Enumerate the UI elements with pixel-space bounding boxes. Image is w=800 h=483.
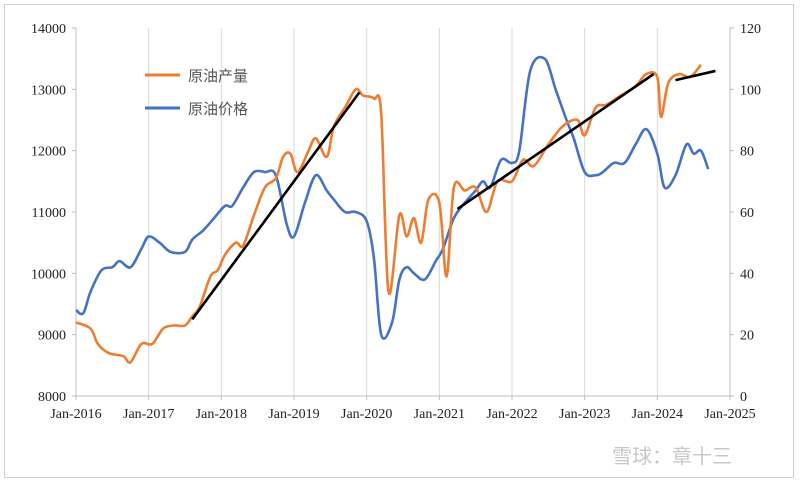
- x-tick-label: Jan-2020: [341, 407, 392, 422]
- y-right-tick-label: 80: [740, 145, 754, 160]
- trend-line: [456, 72, 655, 211]
- series-lines: [75, 55, 716, 364]
- y-left-tick-label: 9000: [38, 329, 66, 344]
- legend-label: 原油价格: [188, 100, 248, 118]
- y-left-tick-label: 13000: [31, 83, 66, 98]
- y-right-tick-label: 40: [740, 267, 754, 282]
- watermark: 雪球：章十三: [612, 444, 732, 468]
- y-left-tick-label: 14000: [31, 22, 66, 37]
- y-right-tick-label: 20: [740, 329, 754, 344]
- legend-label: 原油产量: [188, 67, 248, 85]
- y-left-tick-label: 11000: [32, 206, 66, 221]
- y-right-tick-label: 120: [740, 22, 761, 37]
- x-tick-label: Jan-2021: [414, 407, 465, 422]
- x-tick-label: Jan-2025: [704, 407, 755, 422]
- y-right-tick-label: 100: [740, 83, 761, 98]
- axes: [72, 27, 734, 400]
- x-tick-label: Jan-2023: [559, 407, 610, 422]
- x-tick-label: Jan-2016: [50, 407, 101, 422]
- y-right-tick-label: 0: [740, 390, 747, 405]
- x-tick-label: Jan-2017: [123, 407, 174, 422]
- x-tick-label: Jan-2022: [486, 407, 537, 422]
- series-line-production: [75, 63, 702, 364]
- trend-line: [191, 91, 361, 321]
- x-tick-label: Jan-2019: [268, 407, 319, 422]
- chart-frame: [4, 4, 794, 478]
- y-left-tick-label: 8000: [38, 390, 66, 405]
- y-left-tick-label: 12000: [31, 145, 66, 160]
- y-left-tick-label: 10000: [31, 267, 66, 282]
- x-tick-label: Jan-2018: [196, 407, 247, 422]
- y-right-tick-label: 60: [740, 206, 754, 221]
- trend-line: [675, 69, 716, 82]
- x-tick-label: Jan-2024: [632, 407, 683, 422]
- series-line-price: [75, 55, 710, 340]
- tick-labels: 8000 9000 10000 11000 12000 13000 14000 0 20 40 60…: [31, 22, 761, 422]
